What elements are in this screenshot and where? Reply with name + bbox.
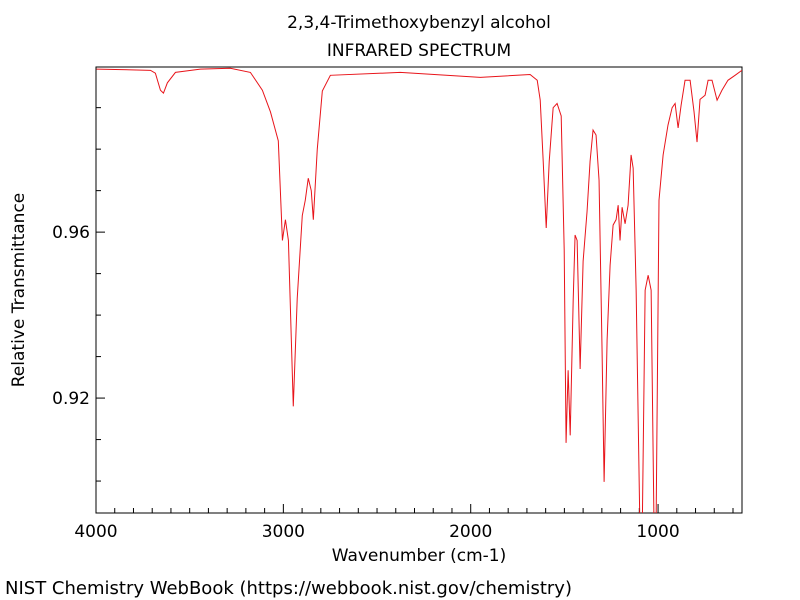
plot-frame [95, 66, 743, 514]
y-axis-label: Relative Transmittance [9, 193, 29, 388]
x-axis-label: Wavenumber (cm-1) [332, 546, 507, 566]
x-tick-label: 2000 [449, 522, 492, 542]
x-tick-label: 1000 [636, 522, 679, 542]
y-tick-label: 0.96 [52, 223, 90, 243]
chart-subtitle: INFRARED SPECTRUM [327, 41, 511, 61]
spectrum-line [96, 67, 742, 513]
x-tick-label: 3000 [262, 522, 305, 542]
x-tick-label: 4000 [74, 522, 117, 542]
y-tick-label: 0.92 [52, 389, 90, 409]
footer: NIST Chemistry WebBook (https://webbook.… [5, 578, 572, 599]
chart-title: 2,3,4-Trimethoxybenzyl alcohol [287, 13, 551, 33]
